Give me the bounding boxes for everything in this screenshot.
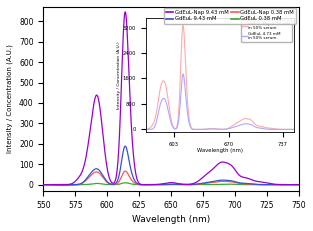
X-axis label: Wavelength (nm): Wavelength (nm) [132, 215, 210, 224]
Y-axis label: Intensity / Concentration (A.U.): Intensity / Concentration (A.U.) [7, 44, 13, 153]
Legend: GdEuL-Nap 9.43 mM, GdEuL 9.43 mM, GdEuL-Nap 0.38 mM, GdEuL 0.38 mM: GdEuL-Nap 9.43 mM, GdEuL 9.43 mM, GdEuL-… [164, 8, 296, 24]
